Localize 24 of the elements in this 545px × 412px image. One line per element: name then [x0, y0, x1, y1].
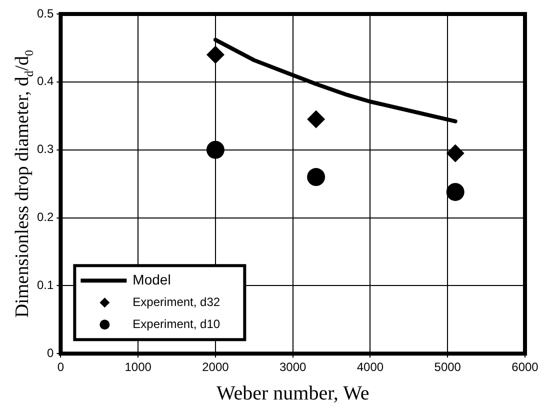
y-tick-label: 0.4 [36, 74, 54, 88]
y-tick-label: 0 [46, 346, 54, 360]
y-axis-title: Dimensionless drop diameter, dd/d0 [12, 50, 36, 318]
x-tick-label: 6000 [512, 360, 539, 374]
x-tick-label: 5000 [434, 360, 462, 374]
x-tick-label: 1000 [124, 360, 152, 374]
legend-label: Model [132, 271, 171, 288]
point [446, 182, 464, 201]
point [446, 144, 464, 162]
legend-label: Experiment, d32 [132, 294, 220, 309]
point [206, 46, 224, 64]
y-tick-label: 0.2 [36, 210, 54, 224]
x-tick-label: 2000 [202, 360, 230, 374]
legend-label: Experiment, d10 [132, 316, 220, 331]
x-tick-label: 4000 [356, 360, 384, 374]
point [307, 168, 326, 186]
x-tick-label: 0 [57, 360, 64, 374]
y-tick-label: 0.1 [36, 278, 54, 292]
y-tick-label: 0.3 [36, 142, 54, 156]
x-tick-label: 3000 [279, 360, 307, 374]
y-tick-label: 0.5 [36, 6, 54, 20]
point [307, 110, 326, 128]
point [206, 140, 224, 159]
x-axis-title: Weber number, We [216, 382, 370, 404]
